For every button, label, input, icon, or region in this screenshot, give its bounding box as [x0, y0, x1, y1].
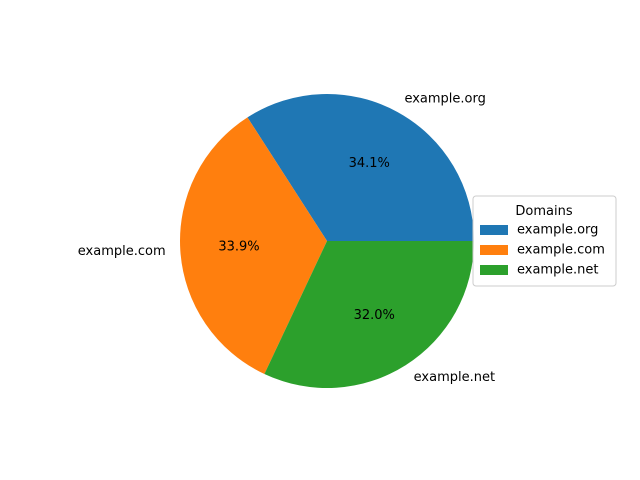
percentage-labels: 34.1% 33.9% 32.0% [218, 156, 395, 323]
legend-swatch-example-org [480, 225, 508, 235]
pie-slice-example-org [247, 94, 474, 242]
pie-slices [180, 94, 474, 389]
legend-label-example-org: example.org [517, 223, 598, 238]
slice-labels: example.org example.com example.net [78, 92, 495, 385]
legend-entries: example.org example.com example.net [480, 223, 605, 278]
legend-frame [472, 195, 617, 287]
legend: Domains example.org example.com example.ne… [472, 195, 617, 287]
legend-title: Domains [515, 204, 572, 219]
legend-swatch-example-net [480, 265, 508, 275]
slice-label-example-com: example.com [78, 244, 166, 259]
slice-label-example-org: example.org [404, 92, 485, 107]
legend-label-example-com: example.com [517, 243, 605, 258]
pct-label-example-org: 34.1% [349, 156, 390, 171]
pie-slice-example-com [180, 117, 327, 375]
legend-swatch-example-com [480, 245, 508, 255]
pie-slice-example-net [264, 241, 474, 389]
pct-label-example-net: 32.0% [354, 308, 395, 323]
slice-label-example-net: example.net [414, 370, 495, 385]
pct-label-example-com: 33.9% [218, 239, 259, 254]
legend-label-example-net: example.net [517, 263, 598, 278]
